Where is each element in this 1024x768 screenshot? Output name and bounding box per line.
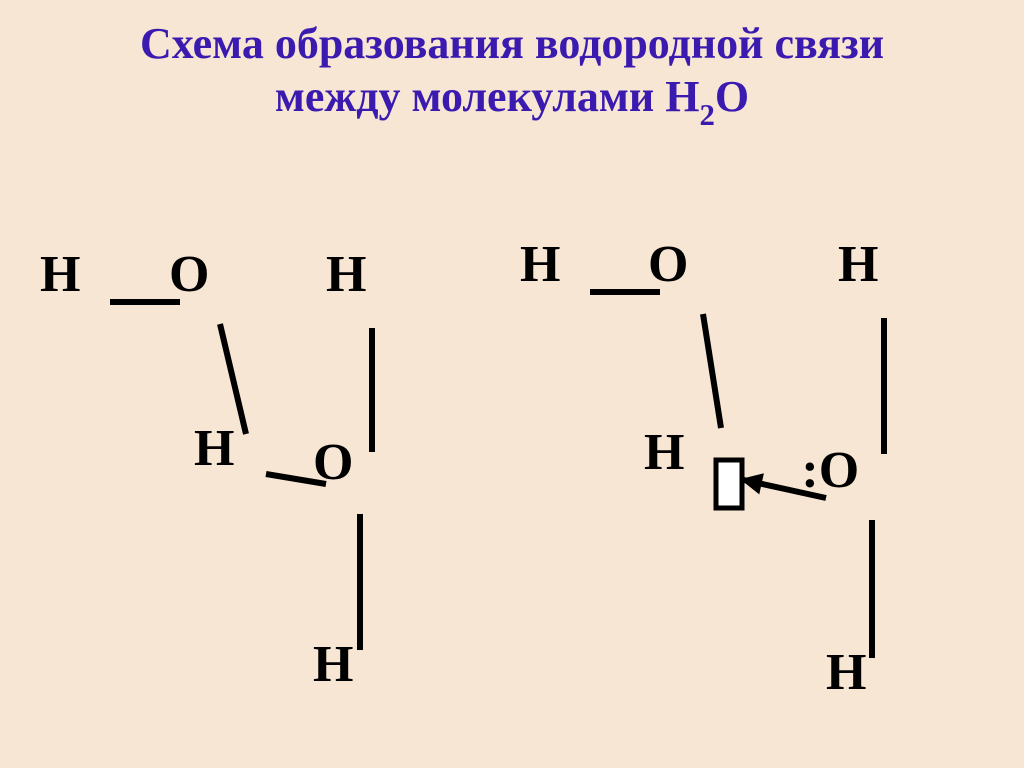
atom-R-H-right: H — [838, 235, 878, 294]
diagram-svg — [0, 0, 1024, 768]
atom-L-H-mid: H — [194, 419, 234, 478]
atom-L-H-top: H — [40, 245, 80, 304]
atom-L-H-bot: H — [313, 635, 353, 694]
atom-L-O-top: O — [169, 245, 209, 304]
orbital-box — [716, 460, 742, 508]
atom-R-O-mid: :O — [801, 441, 859, 500]
bond-line — [220, 324, 246, 434]
atom-L-H-right: H — [326, 245, 366, 304]
atom-R-H-mid: H — [644, 423, 684, 482]
atom-L-O-mid: O — [313, 433, 353, 492]
atom-R-H-top: H — [520, 235, 560, 294]
atom-R-O-top: O — [648, 235, 688, 294]
atom-R-H-bot: H — [826, 643, 866, 702]
bond-line — [703, 314, 721, 428]
